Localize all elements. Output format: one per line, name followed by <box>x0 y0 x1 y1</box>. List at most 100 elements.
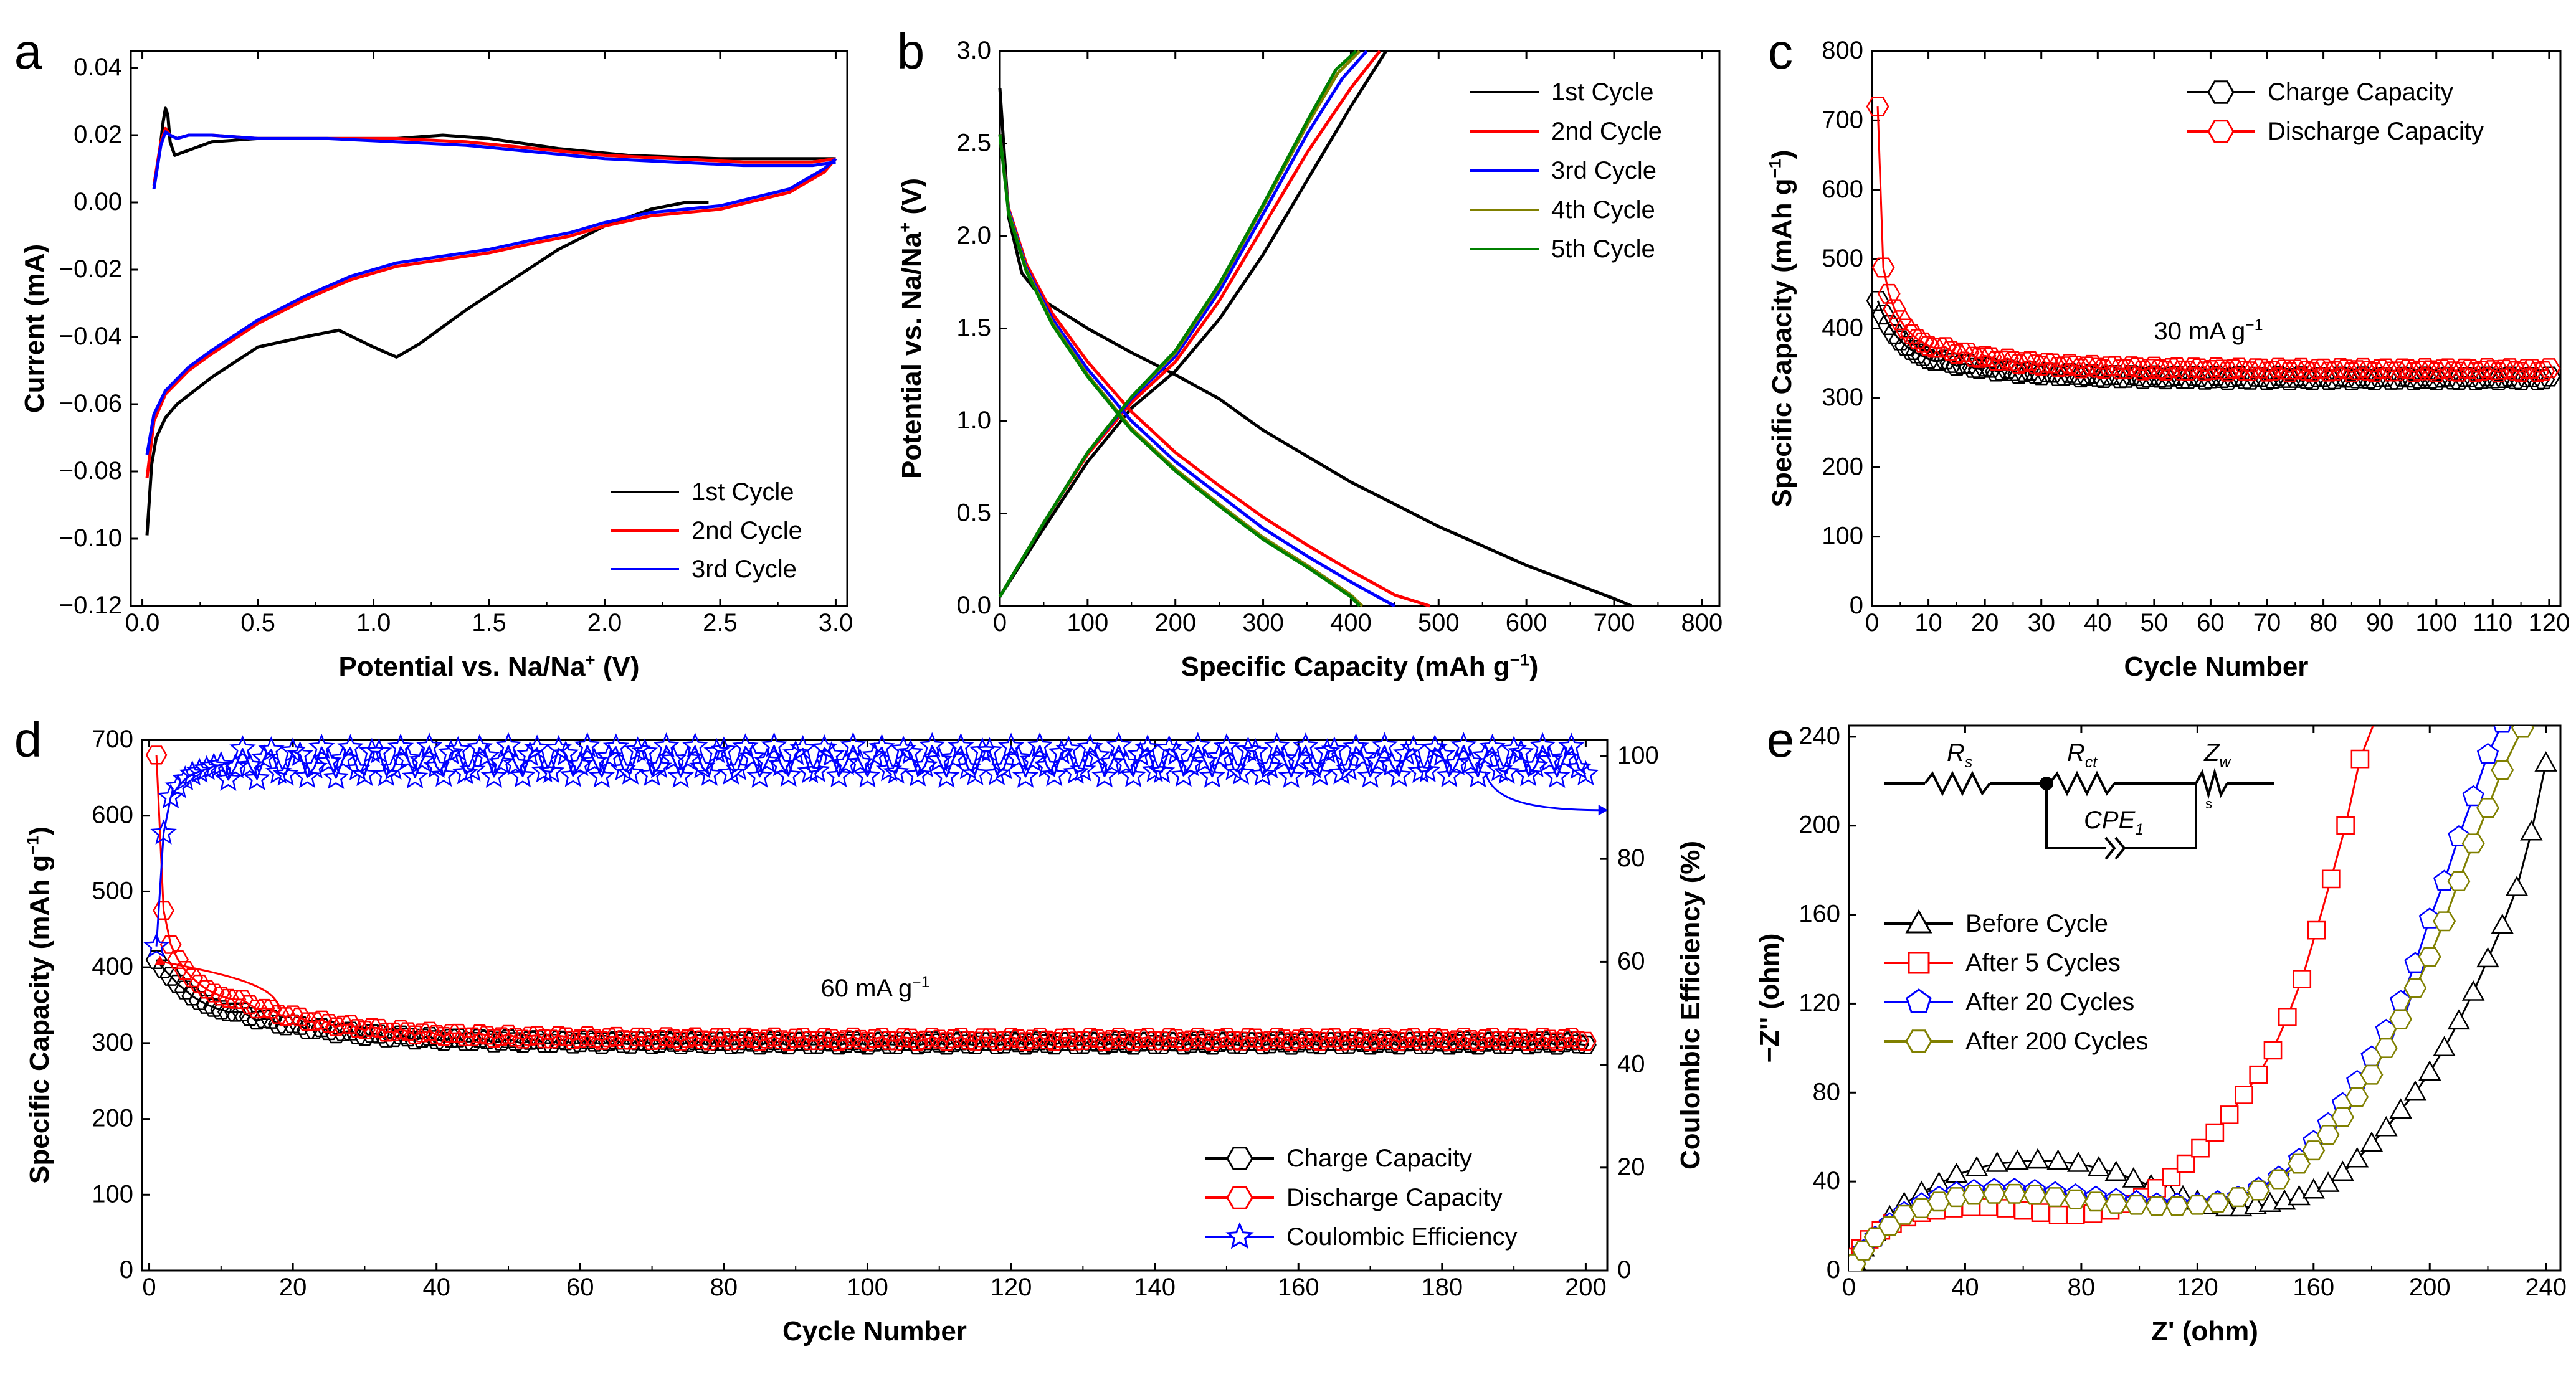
panel-d-point <box>275 1007 297 1026</box>
panel-e-point <box>2087 1156 2111 1176</box>
panel-c-xtick-label: 30 <box>2027 609 2055 636</box>
panel-d-point <box>1572 760 1599 786</box>
panel-d-point <box>986 1031 1008 1051</box>
panel-d-point <box>1244 1028 1267 1048</box>
panel-d-point <box>1141 757 1168 782</box>
panel-d-point <box>825 762 852 788</box>
panel-d-point <box>1014 1032 1037 1051</box>
panel-e-point <box>2350 749 2370 769</box>
panel-d-point <box>653 732 680 758</box>
panel-d-point <box>1553 1029 1576 1049</box>
panel-e-point <box>2433 911 2456 932</box>
panel-d-point <box>811 734 838 760</box>
panel-d-point <box>868 734 895 759</box>
panel-e-point <box>2403 1080 2427 1101</box>
panel-d-point <box>1072 1034 1094 1054</box>
panel-a-series-0 <box>145 201 709 536</box>
panel-c-point <box>2402 362 2425 382</box>
panel-d-point <box>366 738 392 764</box>
panel-d-point <box>167 950 189 970</box>
panel-d-point <box>756 1029 778 1049</box>
panel-a-letter: a <box>14 24 42 79</box>
panel-d-point <box>1309 1031 1331 1051</box>
panel-d-point <box>1000 1028 1022 1047</box>
panel-d-point <box>875 756 903 782</box>
panel-b-xtick-label: 400 <box>1330 609 1372 636</box>
panel-d-point <box>1026 732 1053 757</box>
panel-e-plot <box>1849 726 2557 1271</box>
panel-c-point <box>2103 356 2126 376</box>
panel-e-point <box>2520 820 2543 841</box>
panel-c-point <box>2007 364 2030 384</box>
panel-d-point <box>993 1034 1015 1054</box>
panel-b-xtick-label: 500 <box>1418 609 1460 636</box>
panel-e-point <box>2293 970 2312 988</box>
panel-e-point <box>2462 785 2484 807</box>
panel-b-series-9 <box>998 50 1357 598</box>
panel-e-point <box>2205 1123 2225 1142</box>
panel-d-point <box>949 1028 972 1047</box>
panel-d-point <box>739 743 766 769</box>
panel-d-point <box>258 736 285 762</box>
panel-a-ytick-label: 0.04 <box>74 54 122 81</box>
panel-d-point <box>1553 1033 1576 1053</box>
panel-c-ytick-label: 300 <box>1822 384 1863 411</box>
panel-d-point <box>1445 1034 1468 1053</box>
panel-d-point <box>447 1028 469 1048</box>
panel-d-y2tick-label: 100 <box>1617 742 1659 769</box>
panel-d-point <box>777 1031 800 1051</box>
panel-d-point <box>339 1015 361 1034</box>
panel-d-point <box>272 760 299 786</box>
panel-d-point <box>1321 736 1348 762</box>
panel-c-xtick-label: 0 <box>1865 609 1879 636</box>
panel-e-xlabel: Z' (ohm) <box>2151 1316 2258 1346</box>
panel-d-point <box>1508 739 1534 764</box>
panel-c-legend-1-marker <box>2207 120 2235 143</box>
panel-d-point <box>964 1031 986 1051</box>
panel-e-point <box>1985 1152 2009 1172</box>
panel-e-point <box>2374 1038 2398 1058</box>
panel-d-point <box>490 1031 512 1051</box>
panel-c-ytick-label: 100 <box>1822 523 1863 550</box>
panel-d-point <box>1199 762 1226 788</box>
panel-d-point <box>217 988 239 1008</box>
panel-d-point <box>813 1028 835 1047</box>
panel-e-point <box>2476 742 2499 764</box>
panel-d-point <box>239 995 261 1015</box>
panel-c-point <box>2227 357 2251 378</box>
panel-d-point <box>1086 1029 1108 1048</box>
panel-d-point <box>1249 760 1276 786</box>
panel-d-point <box>827 1032 850 1051</box>
panel-b-series-0 <box>998 88 1633 608</box>
panel-d-legend-1-label: Discharge Capacity <box>1286 1184 1503 1211</box>
circuit-label: Rs <box>1947 739 1972 771</box>
panel-d-point <box>497 1029 520 1049</box>
panel-d-point <box>1122 1032 1144 1051</box>
panel-d-point <box>976 737 1003 762</box>
panel-d-point <box>857 1032 878 1051</box>
panel-d-point <box>713 1028 735 1047</box>
panel-c-point <box>2425 362 2448 382</box>
panel-c-xtick-label: 20 <box>1971 609 1999 636</box>
panel-d-point <box>741 1033 764 1052</box>
panel-c-point <box>2278 370 2301 390</box>
panel-d-point <box>351 760 378 787</box>
panel-d-point <box>1445 1030 1468 1049</box>
panel-e-point <box>2493 726 2512 733</box>
panel-d-point <box>617 759 644 785</box>
panel-d-point <box>849 1033 872 1053</box>
panel-e-point <box>2491 913 2514 934</box>
panel-d-point <box>840 732 867 757</box>
panel-d-point <box>1452 1028 1475 1047</box>
panel-d-point <box>346 1019 369 1038</box>
panel-c-point <box>2131 360 2155 381</box>
panel-d-ytick-label: 200 <box>92 1105 133 1132</box>
panel-e-point <box>2125 1195 2148 1215</box>
panel-c-point <box>2532 369 2555 390</box>
panel-d-point <box>1055 736 1082 761</box>
panel-e-point <box>2418 947 2441 967</box>
panel-d-point <box>619 1031 642 1050</box>
panel-c-point <box>2058 362 2081 383</box>
circuit-cpe <box>2104 836 2126 860</box>
panel-d-xtick-label: 40 <box>422 1274 450 1301</box>
